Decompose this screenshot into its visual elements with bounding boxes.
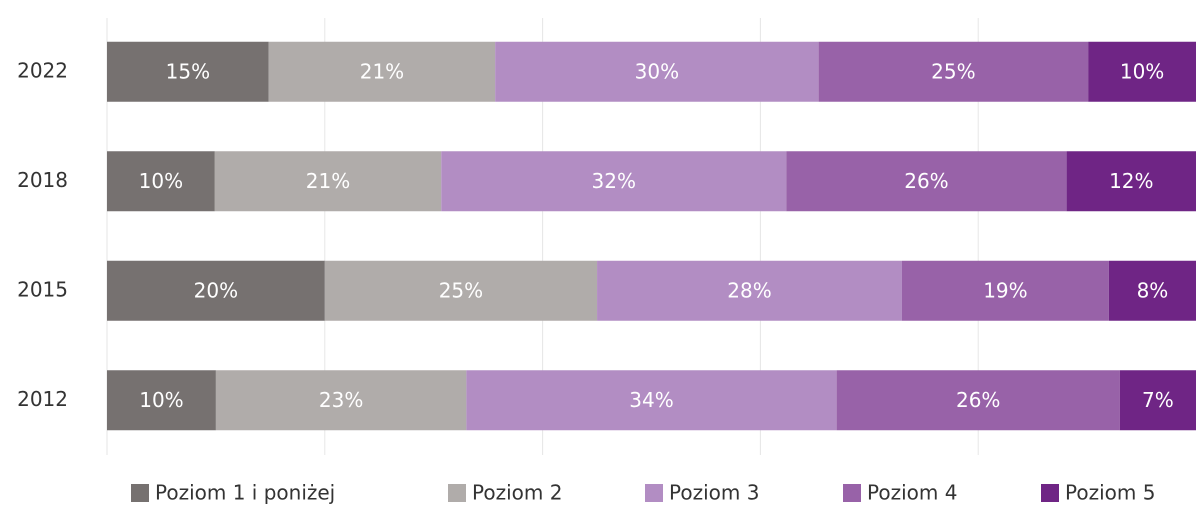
legend-label: Poziom 4	[867, 481, 957, 505]
bar-segment	[1088, 41, 1196, 102]
y-tick-label: 2015	[17, 277, 68, 301]
bar-segment	[466, 370, 837, 431]
legend-label: Poziom 1 i poniżej	[155, 481, 335, 505]
bar-segment	[1119, 370, 1196, 431]
data-label: 10%	[1120, 59, 1164, 83]
bar-segment	[901, 260, 1109, 321]
legend-swatch	[1041, 484, 1059, 502]
legend-label: Poziom 2	[472, 481, 562, 505]
legend-swatch	[843, 484, 861, 502]
data-label: 10%	[139, 388, 183, 412]
bar-segment	[818, 41, 1089, 102]
data-label: 34%	[629, 388, 673, 412]
bar-segment	[215, 370, 467, 431]
bar-segment	[836, 370, 1120, 431]
data-label: 20%	[194, 278, 238, 302]
data-label: 12%	[1109, 169, 1153, 193]
legend-swatch	[448, 484, 466, 502]
bar-segment	[107, 370, 216, 431]
data-label: 15%	[166, 59, 210, 83]
data-label: 19%	[983, 278, 1027, 302]
data-label: 30%	[635, 59, 679, 83]
data-label: 32%	[592, 169, 636, 193]
legend-label: Poziom 3	[669, 481, 759, 505]
bar-segment	[107, 260, 325, 321]
bar-segment	[786, 151, 1067, 212]
data-label: 25%	[931, 59, 975, 83]
bar-segment	[107, 151, 215, 212]
data-label: 7%	[1142, 388, 1174, 412]
bar-segment	[268, 41, 496, 102]
legend-swatch	[645, 484, 663, 502]
data-label: 21%	[306, 169, 350, 193]
data-label: 10%	[139, 169, 183, 193]
y-tick-label: 2012	[17, 387, 68, 411]
bar-segment	[495, 41, 819, 102]
bar-segment	[107, 41, 269, 102]
bar-segment	[1066, 151, 1196, 212]
data-label: 8%	[1137, 278, 1169, 302]
bar-segment	[324, 260, 598, 321]
bar-segment	[441, 151, 787, 212]
bar-segment	[1108, 260, 1196, 321]
bar-segment	[597, 260, 902, 321]
data-label: 25%	[439, 278, 483, 302]
data-label: 26%	[904, 169, 948, 193]
y-tick-label: 2022	[17, 58, 68, 82]
legend-swatch	[131, 484, 149, 502]
data-label: 21%	[360, 59, 404, 83]
y-tick-label: 2018	[17, 168, 68, 192]
legend-label: Poziom 5	[1065, 481, 1155, 505]
data-label: 28%	[727, 278, 771, 302]
bar-segment	[214, 151, 442, 212]
data-label: 26%	[956, 388, 1000, 412]
data-label: 23%	[319, 388, 363, 412]
